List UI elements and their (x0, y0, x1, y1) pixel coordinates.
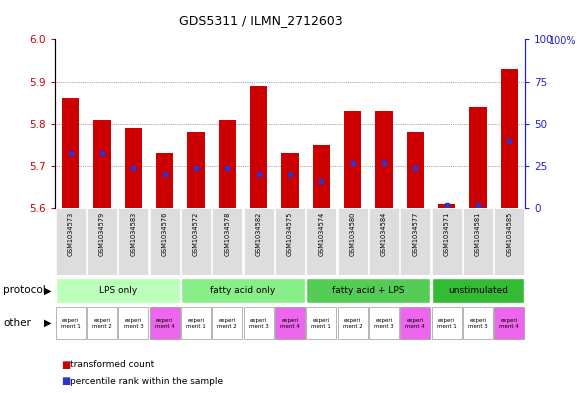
Text: GSM1034581: GSM1034581 (475, 212, 481, 256)
Text: GSM1034577: GSM1034577 (412, 212, 418, 256)
Bar (344, 111, 361, 208)
Text: GSM1034574: GSM1034574 (318, 212, 324, 256)
FancyBboxPatch shape (244, 208, 274, 275)
Text: GSM1034585: GSM1034585 (506, 212, 512, 256)
Text: experi
ment 1: experi ment 1 (186, 318, 206, 329)
FancyBboxPatch shape (432, 307, 462, 339)
Text: experi
ment 1: experi ment 1 (437, 318, 456, 329)
Text: GSM1034582: GSM1034582 (256, 212, 262, 256)
Text: GDS5311 / ILMN_2712603: GDS5311 / ILMN_2712603 (179, 14, 343, 27)
Bar (250, 86, 267, 208)
FancyBboxPatch shape (369, 208, 399, 275)
Text: ■: ■ (61, 376, 70, 386)
FancyBboxPatch shape (463, 208, 493, 275)
Text: fatty acid + LPS: fatty acid + LPS (332, 286, 404, 295)
Text: experi
ment 1: experi ment 1 (61, 318, 81, 329)
Text: GSM1034571: GSM1034571 (444, 212, 450, 256)
Text: GSM1034573: GSM1034573 (68, 212, 74, 256)
Text: experi
ment 2: experi ment 2 (343, 318, 362, 329)
Text: experi
ment 4: experi ment 4 (405, 318, 425, 329)
Bar (62, 98, 79, 208)
FancyBboxPatch shape (212, 208, 242, 275)
FancyBboxPatch shape (181, 208, 211, 275)
FancyBboxPatch shape (338, 208, 368, 275)
FancyBboxPatch shape (56, 278, 180, 303)
Text: percentile rank within the sample: percentile rank within the sample (70, 377, 223, 386)
Text: experi
ment 3: experi ment 3 (124, 318, 143, 329)
FancyBboxPatch shape (244, 307, 274, 339)
Text: experi
ment 2: experi ment 2 (218, 318, 237, 329)
Text: GSM1034584: GSM1034584 (381, 212, 387, 256)
Text: protocol: protocol (3, 285, 46, 296)
FancyBboxPatch shape (432, 278, 524, 303)
Text: GSM1034579: GSM1034579 (99, 212, 105, 256)
FancyBboxPatch shape (463, 307, 493, 339)
FancyBboxPatch shape (306, 307, 336, 339)
Bar (375, 111, 393, 208)
Bar (125, 128, 142, 208)
Text: ▶: ▶ (45, 318, 52, 328)
FancyBboxPatch shape (275, 208, 305, 275)
Bar (407, 132, 424, 208)
Text: GSM1034572: GSM1034572 (193, 212, 199, 256)
Text: GSM1034578: GSM1034578 (224, 212, 230, 256)
Text: experi
ment 3: experi ment 3 (249, 318, 269, 329)
Text: GSM1034580: GSM1034580 (350, 212, 356, 256)
FancyBboxPatch shape (306, 278, 430, 303)
FancyBboxPatch shape (118, 307, 148, 339)
Text: other: other (3, 318, 31, 328)
Text: GSM1034576: GSM1034576 (162, 212, 168, 256)
Text: experi
ment 4: experi ment 4 (499, 318, 519, 329)
Bar (156, 153, 173, 208)
Text: experi
ment 1: experi ment 1 (311, 318, 331, 329)
FancyBboxPatch shape (494, 307, 524, 339)
FancyBboxPatch shape (87, 307, 117, 339)
FancyBboxPatch shape (181, 307, 211, 339)
FancyBboxPatch shape (212, 307, 242, 339)
Text: experi
ment 2: experi ment 2 (92, 318, 112, 329)
Text: experi
ment 3: experi ment 3 (374, 318, 394, 329)
Bar (187, 132, 205, 208)
Text: ■: ■ (61, 360, 70, 370)
Bar (219, 119, 236, 208)
FancyBboxPatch shape (369, 307, 399, 339)
FancyBboxPatch shape (87, 208, 117, 275)
FancyBboxPatch shape (400, 307, 430, 339)
FancyBboxPatch shape (400, 208, 430, 275)
FancyBboxPatch shape (150, 208, 180, 275)
FancyBboxPatch shape (181, 278, 305, 303)
FancyBboxPatch shape (56, 208, 86, 275)
Text: transformed count: transformed count (70, 360, 154, 369)
Text: experi
ment 4: experi ment 4 (280, 318, 300, 329)
Text: experi
ment 4: experi ment 4 (155, 318, 175, 329)
FancyBboxPatch shape (494, 208, 524, 275)
Bar (281, 153, 299, 208)
FancyBboxPatch shape (275, 307, 305, 339)
Text: fatty acid only: fatty acid only (211, 286, 276, 295)
Bar (438, 204, 455, 208)
FancyBboxPatch shape (150, 307, 180, 339)
FancyBboxPatch shape (306, 208, 336, 275)
FancyBboxPatch shape (118, 208, 148, 275)
Text: experi
ment 3: experi ment 3 (468, 318, 488, 329)
Bar (501, 69, 518, 208)
Y-axis label: 100%: 100% (549, 36, 577, 46)
FancyBboxPatch shape (338, 307, 368, 339)
Bar (469, 107, 487, 208)
Bar (93, 119, 111, 208)
Bar (313, 145, 330, 208)
Text: ▶: ▶ (45, 285, 52, 296)
Text: GSM1034575: GSM1034575 (287, 212, 293, 256)
Text: GSM1034583: GSM1034583 (130, 212, 136, 256)
Text: unstimulated: unstimulated (448, 286, 508, 295)
FancyBboxPatch shape (56, 307, 86, 339)
FancyBboxPatch shape (432, 208, 462, 275)
Text: LPS only: LPS only (99, 286, 137, 295)
